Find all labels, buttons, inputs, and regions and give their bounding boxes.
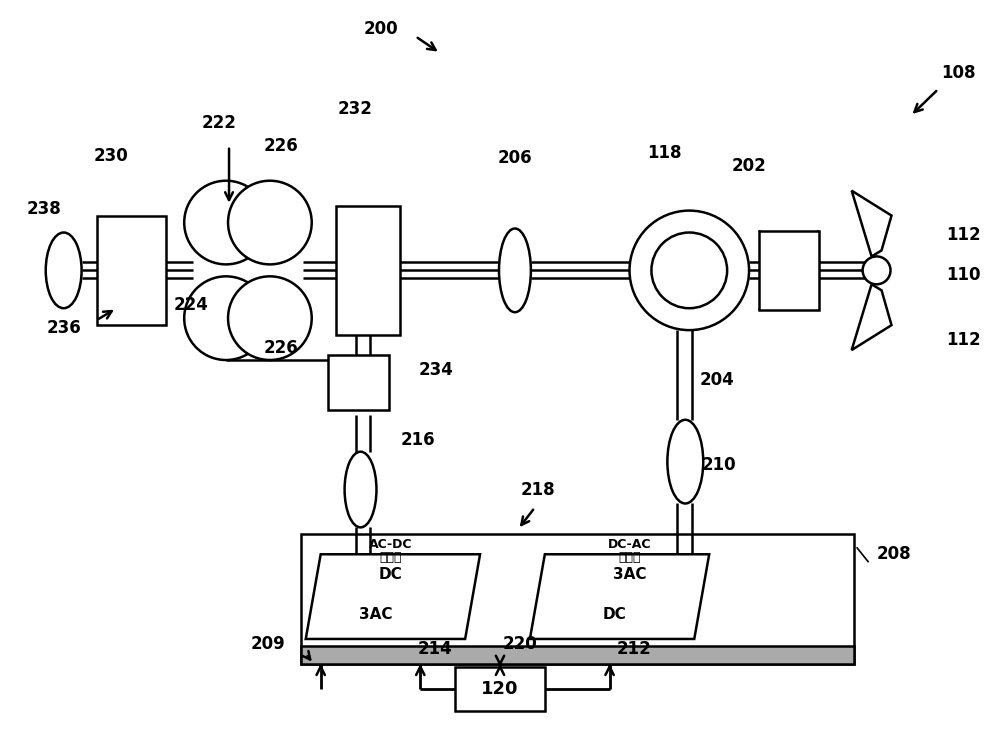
Text: 110: 110: [946, 266, 981, 284]
Text: 206: 206: [498, 149, 532, 167]
Text: 212: 212: [617, 640, 652, 658]
Polygon shape: [852, 190, 892, 256]
Text: 238: 238: [26, 200, 61, 217]
Text: DC: DC: [379, 567, 402, 582]
Text: 216: 216: [400, 430, 435, 449]
Circle shape: [228, 181, 312, 264]
Text: 226: 226: [263, 137, 298, 155]
Polygon shape: [306, 554, 480, 639]
Text: DC-AC: DC-AC: [608, 538, 651, 550]
Text: 220: 220: [503, 635, 537, 653]
Text: 202: 202: [732, 157, 766, 175]
Text: 120: 120: [481, 680, 519, 698]
Text: 236: 236: [46, 319, 81, 337]
Bar: [336, 206, 400, 335]
Text: 224: 224: [174, 296, 209, 314]
Text: 转换器: 转换器: [618, 550, 641, 564]
Text: 转换器: 转换器: [379, 550, 402, 564]
Polygon shape: [530, 554, 709, 639]
Text: 218: 218: [521, 480, 555, 498]
Text: 230: 230: [94, 147, 129, 165]
Circle shape: [630, 211, 749, 330]
Text: 214: 214: [418, 640, 453, 658]
Text: 204: 204: [700, 371, 735, 389]
Bar: [328, 355, 389, 410]
Text: 108: 108: [941, 64, 976, 82]
Text: DC: DC: [603, 607, 626, 621]
Bar: [301, 534, 854, 664]
Text: 200: 200: [363, 20, 398, 38]
Text: 222: 222: [202, 114, 237, 132]
Text: 112: 112: [946, 331, 981, 349]
Text: 3AC: 3AC: [359, 607, 392, 621]
Text: 3AC: 3AC: [613, 567, 646, 582]
Text: 112: 112: [946, 226, 981, 244]
Text: 209: 209: [251, 635, 286, 653]
Ellipse shape: [46, 233, 82, 308]
Circle shape: [228, 277, 312, 360]
Bar: [97, 215, 166, 325]
Ellipse shape: [667, 419, 703, 504]
Ellipse shape: [499, 228, 531, 313]
Text: 226: 226: [263, 339, 298, 357]
Polygon shape: [852, 284, 892, 350]
Text: 208: 208: [877, 545, 911, 564]
Text: 232: 232: [338, 100, 373, 118]
Text: 210: 210: [702, 455, 736, 474]
Ellipse shape: [345, 452, 376, 527]
Text: AC-DC: AC-DC: [369, 538, 412, 550]
Bar: [759, 231, 819, 310]
Text: 234: 234: [418, 361, 453, 379]
Circle shape: [863, 256, 891, 284]
Circle shape: [184, 277, 268, 360]
Bar: [301, 646, 854, 664]
Bar: [455, 667, 545, 711]
Text: 118: 118: [647, 143, 682, 162]
Circle shape: [184, 181, 268, 264]
Circle shape: [651, 233, 727, 308]
